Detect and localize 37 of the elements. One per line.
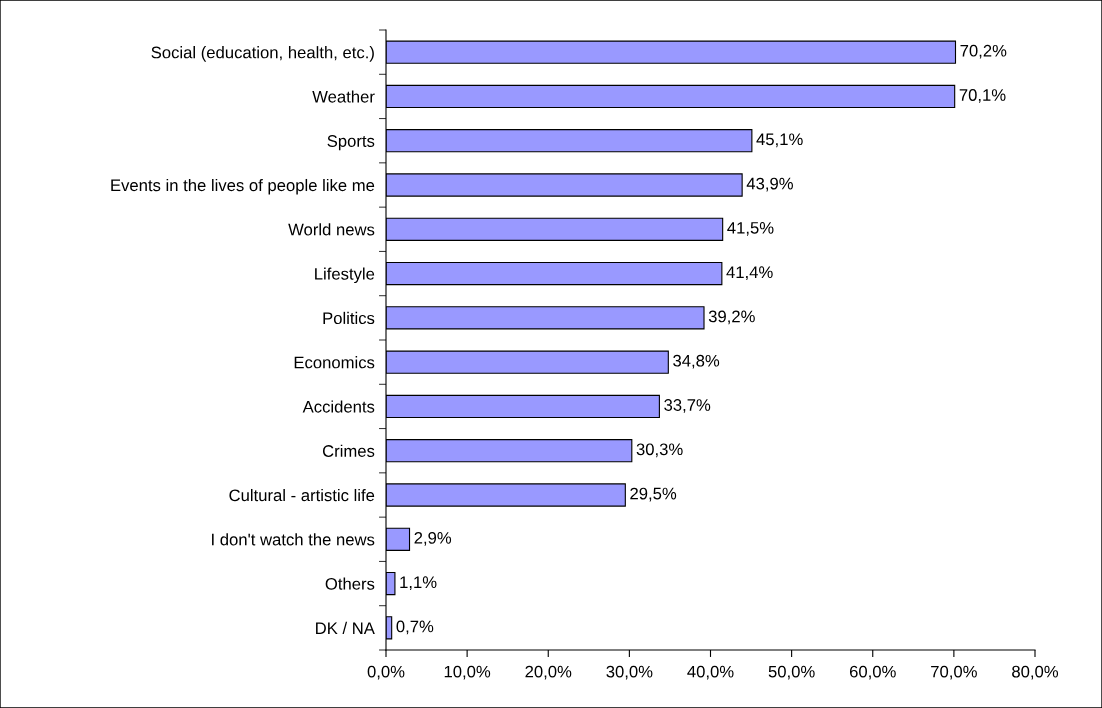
y-tick-label: Cultural - artistic life [229, 488, 375, 502]
y-tick-label: Politics [323, 311, 375, 325]
x-tick-label: 70,0% [931, 665, 977, 680]
data-label: 70,2% [960, 44, 1007, 59]
y-tick-label: World news [288, 223, 375, 236]
y-tick-label: Lifestyle [315, 267, 375, 284]
y-tick-label: Others [325, 577, 375, 590]
data-label: 45,1% [756, 133, 803, 148]
x-tick-label: 30,0% [606, 665, 653, 680]
data-label: 43,9% [746, 177, 793, 192]
x-tick-label: 60,0% [849, 665, 896, 680]
data-label: 39,2% [708, 310, 755, 325]
data-label: 1,1% [400, 576, 437, 591]
x-tick-label: 80,0% [1012, 665, 1059, 680]
data-label: 70,1% [959, 89, 1006, 103]
data-label: 34,8% [673, 354, 720, 369]
data-label: 41,4% [726, 266, 773, 281]
y-tick-label: Economics [294, 356, 375, 369]
y-tick-label: Accidents [302, 400, 375, 413]
x-tick-label: 10,0% [444, 665, 491, 680]
y-tick-label: Crimes [322, 444, 375, 457]
data-label: 2,9% [414, 531, 452, 546]
data-label: 30,3% [636, 443, 683, 458]
x-tick-label: 0,0% [367, 665, 405, 680]
y-tick-label: Sports [327, 135, 375, 151]
y-tick-label: DK / NA [316, 621, 375, 635]
data-label: 29,5% [630, 487, 677, 502]
y-tick-label: Social (education, health, etc.) [151, 46, 374, 62]
data-label: 33,7% [664, 399, 711, 413]
y-tick-label: I don't watch the news [212, 533, 375, 546]
data-label: 41,5% [727, 222, 774, 236]
x-tick-label: 20,0% [525, 665, 572, 680]
y-tick-label: Events in the lives of people like me [111, 178, 375, 195]
data-label: 0,7% [396, 620, 434, 635]
y-tick-label: Weather [312, 90, 375, 103]
x-tick-label: 40,0% [687, 665, 734, 680]
x-tick-label: 50,0% [768, 665, 815, 680]
